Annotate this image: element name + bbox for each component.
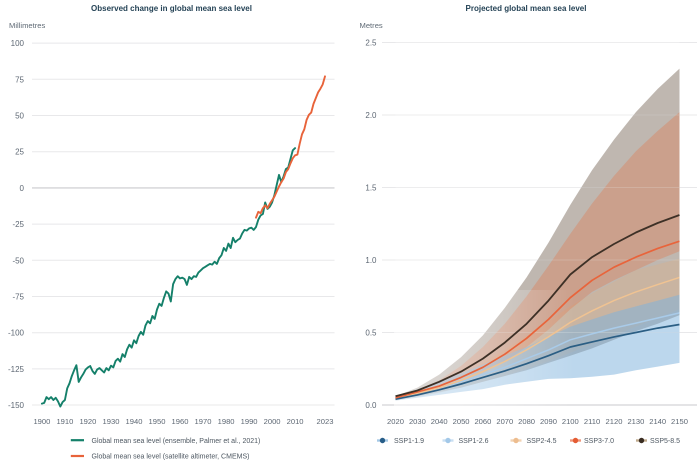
svg-text:1900: 1900	[33, 417, 50, 426]
svg-text:-100: -100	[8, 329, 25, 338]
svg-text:1990: 1990	[241, 417, 258, 426]
svg-text:2040: 2040	[431, 417, 448, 426]
svg-text:-150: -150	[8, 401, 25, 410]
svg-text:-50: -50	[12, 256, 24, 265]
svg-text:1940: 1940	[126, 417, 143, 426]
svg-text:50: 50	[15, 112, 24, 121]
svg-text:Observed change in global mean: Observed change in global mean sea level	[91, 4, 252, 13]
svg-text:100: 100	[11, 39, 25, 48]
svg-text:Global mean sea level (ensembl: Global mean sea level (ensemble, Palmer …	[92, 438, 261, 445]
svg-text:2100: 2100	[562, 417, 579, 426]
svg-text:0.5: 0.5	[365, 329, 377, 338]
svg-text:2010: 2010	[287, 417, 304, 426]
svg-text:2023: 2023	[317, 417, 334, 426]
svg-text:0.0: 0.0	[365, 401, 377, 410]
svg-text:Global mean sea level (satelli: Global mean sea level (satellite altimet…	[92, 454, 250, 461]
svg-text:Metres: Metres	[360, 21, 383, 30]
svg-text:1980: 1980	[218, 417, 235, 426]
svg-text:1.5: 1.5	[365, 184, 377, 193]
svg-text:2150: 2150	[671, 417, 688, 426]
svg-text:2140: 2140	[649, 417, 666, 426]
svg-text:1970: 1970	[195, 417, 212, 426]
svg-text:-25: -25	[12, 220, 24, 229]
svg-text:2.0: 2.0	[365, 111, 377, 120]
svg-text:2130: 2130	[627, 417, 644, 426]
svg-text:2.5: 2.5	[365, 39, 377, 48]
svg-text:SSP1-1.9: SSP1-1.9	[394, 438, 424, 445]
svg-text:SSP2-4.5: SSP2-4.5	[527, 438, 557, 445]
svg-text:2060: 2060	[474, 417, 491, 426]
svg-text:25: 25	[15, 148, 24, 157]
svg-text:1960: 1960	[172, 417, 189, 426]
svg-text:2030: 2030	[409, 417, 426, 426]
svg-text:2070: 2070	[496, 417, 513, 426]
svg-text:SSP3-7.0: SSP3-7.0	[584, 438, 614, 445]
svg-text:2120: 2120	[606, 417, 623, 426]
svg-text:0: 0	[20, 184, 25, 193]
svg-text:-75: -75	[12, 293, 24, 302]
svg-text:1920: 1920	[79, 417, 96, 426]
svg-text:Millimetres: Millimetres	[9, 21, 45, 30]
svg-text:1950: 1950	[149, 417, 166, 426]
svg-text:2080: 2080	[518, 417, 535, 426]
svg-text:2020: 2020	[387, 417, 404, 426]
svg-text:-125: -125	[8, 365, 25, 374]
svg-text:SSP5-8.5: SSP5-8.5	[650, 438, 680, 445]
svg-text:Projected global mean sea leve: Projected global mean sea level	[466, 4, 587, 13]
svg-text:2110: 2110	[584, 417, 600, 426]
svg-text:2090: 2090	[540, 417, 557, 426]
svg-text:75: 75	[15, 75, 24, 84]
svg-text:1910: 1910	[56, 417, 73, 426]
svg-text:1930: 1930	[103, 417, 120, 426]
svg-text:SSP1-2.6: SSP1-2.6	[459, 438, 489, 445]
svg-text:1.0: 1.0	[365, 256, 377, 265]
svg-text:2000: 2000	[264, 417, 281, 426]
svg-text:2050: 2050	[453, 417, 470, 426]
